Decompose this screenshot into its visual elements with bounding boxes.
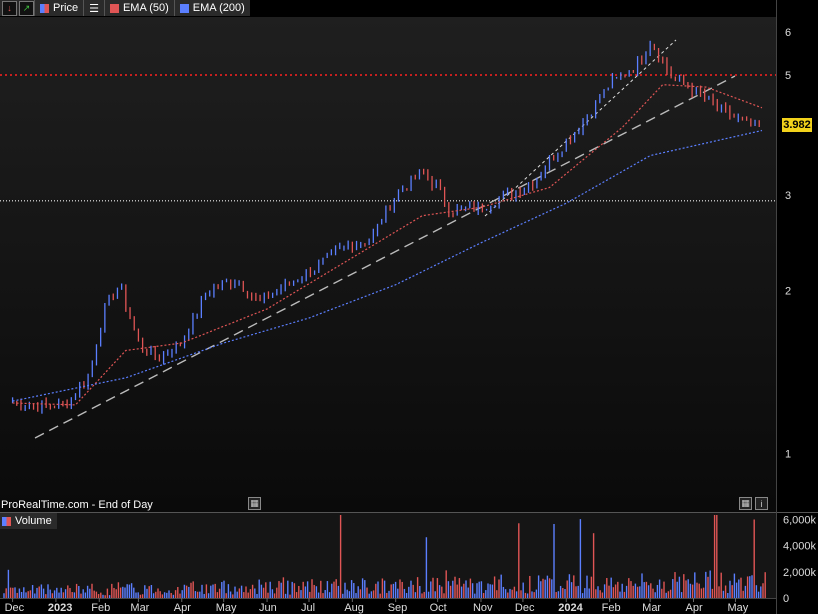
price-swatch [40,3,49,13]
legend-price[interactable]: Price [34,0,83,16]
time-tick-label: Jul [301,602,315,614]
time-tick-label: Jun [259,602,277,614]
price-label: Price [53,2,79,14]
calendar-icon[interactable]: ▦ [739,497,752,510]
volume-tick-label: 0 [783,593,789,605]
time-tick-label: Oct [430,602,447,614]
source-label: ProRealTime.com - End of Day [1,499,153,511]
price-tick-label: 5 [785,70,791,82]
time-tick-label: 2023 [48,602,72,614]
time-tick-label: Aug [344,602,364,614]
time-tick-label: Apr [174,602,191,614]
time-tick-label: Feb [602,602,621,614]
trend-line-steep [484,39,677,217]
time-tick-label: Feb [91,602,110,614]
ema50-line [12,84,763,406]
chart-toolbar: ↓ ↗ Price ☰ EMA (50) EMA (200) [0,0,250,16]
red-down-arrow-icon[interactable]: ↓ [2,0,17,16]
green-up-arrow-icon[interactable]: ↗ [19,0,34,16]
legend-ema200[interactable]: EMA (200) [173,0,250,16]
volume-tick-label: 6,000k [783,515,817,527]
volume-label: Volume [15,515,52,527]
time-tick-label: May [216,602,237,614]
time-tick-label: Dec [5,602,25,614]
time-tick-label: Apr [686,602,703,614]
price-panel [0,17,776,512]
ema50-swatch [109,3,119,13]
legend-ema50[interactable]: EMA (50) [103,0,174,16]
time-tick-label: Mar [642,602,661,614]
time-tick-label: May [727,602,748,614]
trend-line [34,75,736,439]
ema200-swatch [179,3,189,13]
volume-legend[interactable]: Volume [0,513,57,529]
price-tick-label: 3 [785,190,791,202]
volume-tick-label: 4,000k [783,541,817,553]
list-icon[interactable]: ☰ [83,0,104,16]
time-tick-label: Sep [388,602,408,614]
current-price-tag: 3.982 [782,118,812,132]
ema50-label: EMA (50) [122,2,169,14]
price-tick-label: 1 [785,449,791,461]
time-tick-label: 2024 [558,602,583,614]
ema200-label: EMA (200) [192,2,245,14]
time-tick-label: Dec [515,602,535,614]
calendar-icon[interactable]: ▦ [248,497,261,510]
volume-swatch [2,516,11,526]
time-tick-label: Mar [130,602,149,614]
ema200-line [12,129,763,402]
price-tick-label: 2 [785,286,791,298]
volume-tick-label: 2,000k [783,567,817,579]
info-icon[interactable]: i [755,497,768,510]
time-tick-label: Nov [473,602,493,614]
price-tick-label: 6 [785,27,791,39]
